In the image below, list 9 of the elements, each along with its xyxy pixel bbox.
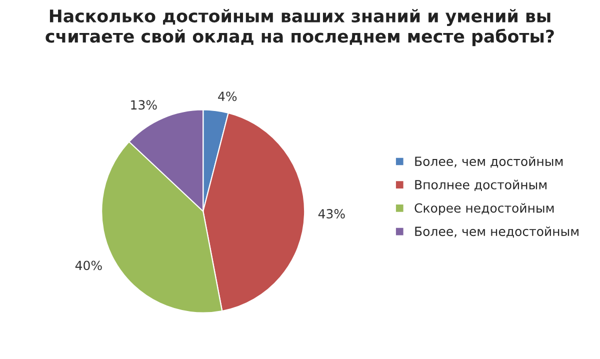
legend-label: Более, чем достойным — [415, 156, 563, 168]
data-label: 40% — [75, 260, 102, 270]
data-label: 4% — [218, 92, 237, 102]
chart-title: Насколько достойным ваших знаний и умений вы считаете свой оклад на последнем месте работы? — [46, 8, 554, 46]
data-label: 43% — [318, 209, 345, 218]
legend-label: Скорее недостойным — [414, 203, 554, 216]
data-label: 13% — [131, 100, 157, 110]
legend-label: Вполнее достойным — [415, 180, 546, 191]
legend-label: Более, чем недостойным — [415, 226, 578, 238]
